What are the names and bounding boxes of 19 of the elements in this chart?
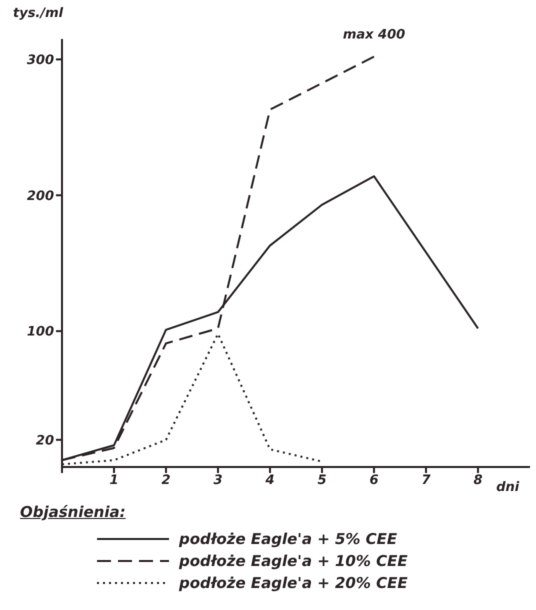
legend-label: podłoże Eagle'a + 5% CEE: [179, 530, 398, 548]
x-tick-label: 4: [264, 473, 275, 488]
annotation: max 400: [342, 28, 406, 43]
x-tick-label: 1: [109, 473, 119, 488]
y-axis-title: tys./ml: [13, 6, 64, 21]
x-tick-label: 5: [317, 473, 327, 488]
legend-label: podłoże Eagle'a + 20% CEE: [179, 574, 408, 592]
y-tick-label: 300: [26, 52, 54, 68]
y-tick-label: 20: [36, 433, 54, 448]
x-tick-label: 8: [473, 473, 483, 488]
x-tick-label: 7: [421, 473, 432, 488]
x-tick-label: 6: [369, 473, 379, 488]
legend-label: podłoże Eagle'a + 10% CEE: [179, 552, 408, 570]
legend-title: Objaśnienia:: [20, 503, 126, 521]
y-tick-label: 200: [26, 188, 54, 204]
y-tick-label: 100: [26, 324, 54, 340]
x-tick-label: 3: [213, 473, 223, 488]
x-axis-title: dni: [496, 480, 520, 495]
x-tick-label: 2: [161, 473, 171, 488]
